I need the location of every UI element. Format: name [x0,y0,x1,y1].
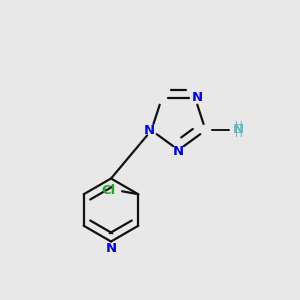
Text: N: N [105,242,117,255]
Text: Cl: Cl [102,184,116,197]
Text: N: N [232,123,244,136]
Text: N: N [173,145,184,158]
Text: N: N [191,91,203,104]
Text: H: H [235,129,243,139]
Text: N: N [143,124,155,137]
Text: H: H [235,121,243,130]
